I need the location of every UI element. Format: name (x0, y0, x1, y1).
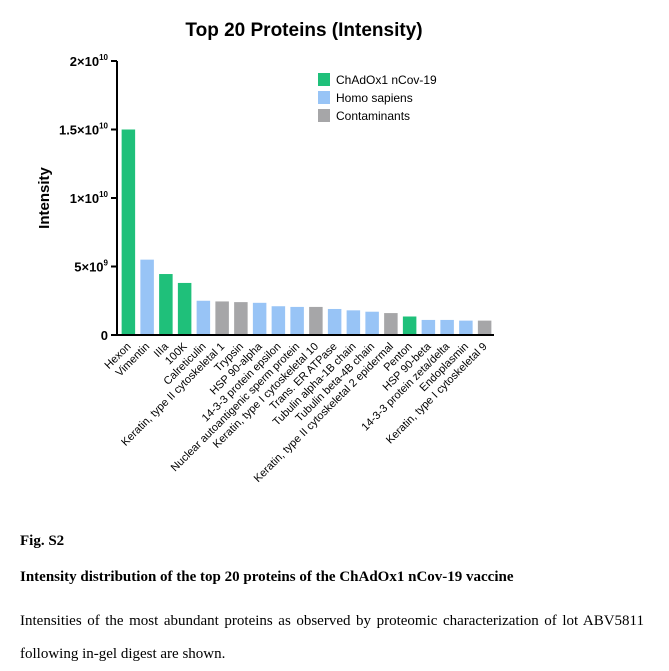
figure-label: Fig. S2 (20, 533, 65, 549)
figure-title: Intensity distribution of the top 20 pro… (20, 569, 514, 585)
y-tick-label: 2×1010 (70, 53, 109, 69)
bar (290, 306, 304, 335)
bar (177, 282, 192, 335)
bar-chart: Top 20 Proteins (Intensity) Intensity He… (36, 20, 494, 485)
bar (384, 313, 398, 335)
bar (271, 306, 286, 335)
bar (309, 306, 323, 335)
legend-swatch (318, 109, 330, 122)
y-tick-mantissa: 0 (101, 328, 108, 343)
figure-description: Intensities of the most abundant protein… (20, 613, 644, 662)
y-tick-exponent: 9 (104, 259, 109, 268)
bars-group (121, 129, 492, 335)
bar (402, 316, 417, 335)
bar (440, 319, 454, 335)
legend-label: Contaminants (336, 109, 410, 123)
y-tick-mantissa: 1.5×10 (59, 123, 99, 138)
bar (159, 274, 173, 335)
y-tick-exponent: 10 (99, 122, 108, 131)
y-tick-label: 1.5×1010 (59, 122, 109, 138)
legend-label: Homo sapiens (336, 91, 413, 105)
legend-label: ChAdOx1 nCov-19 (336, 73, 437, 87)
bar (140, 259, 154, 335)
bar (234, 302, 248, 335)
chart-title: Top 20 Proteins (Intensity) (185, 20, 422, 41)
legend-swatch (318, 73, 330, 86)
bar (365, 311, 379, 335)
y-tick-mantissa: 2×10 (70, 54, 99, 69)
y-tick-exponent: 10 (99, 190, 108, 199)
legend-swatch (318, 91, 330, 104)
bar (215, 301, 229, 335)
bar (121, 129, 136, 335)
bar (196, 300, 211, 335)
y-tick-mantissa: 1×10 (70, 191, 99, 206)
y-axis-label: Intensity (36, 167, 53, 229)
bar (477, 320, 492, 335)
y-tick-label: 5×109 (74, 259, 108, 275)
y-tick-label: 1×1010 (70, 190, 109, 206)
y-tick-label: 0 (101, 328, 108, 343)
bar (421, 319, 436, 335)
bar (327, 308, 342, 335)
bar (459, 320, 473, 335)
y-tick-mantissa: 5×10 (74, 260, 103, 275)
legend: ChAdOx1 nCov-19 Homo sapiens Contaminants (318, 73, 437, 123)
bar (252, 302, 267, 335)
y-tick-exponent: 10 (99, 53, 108, 62)
bar (346, 310, 361, 335)
